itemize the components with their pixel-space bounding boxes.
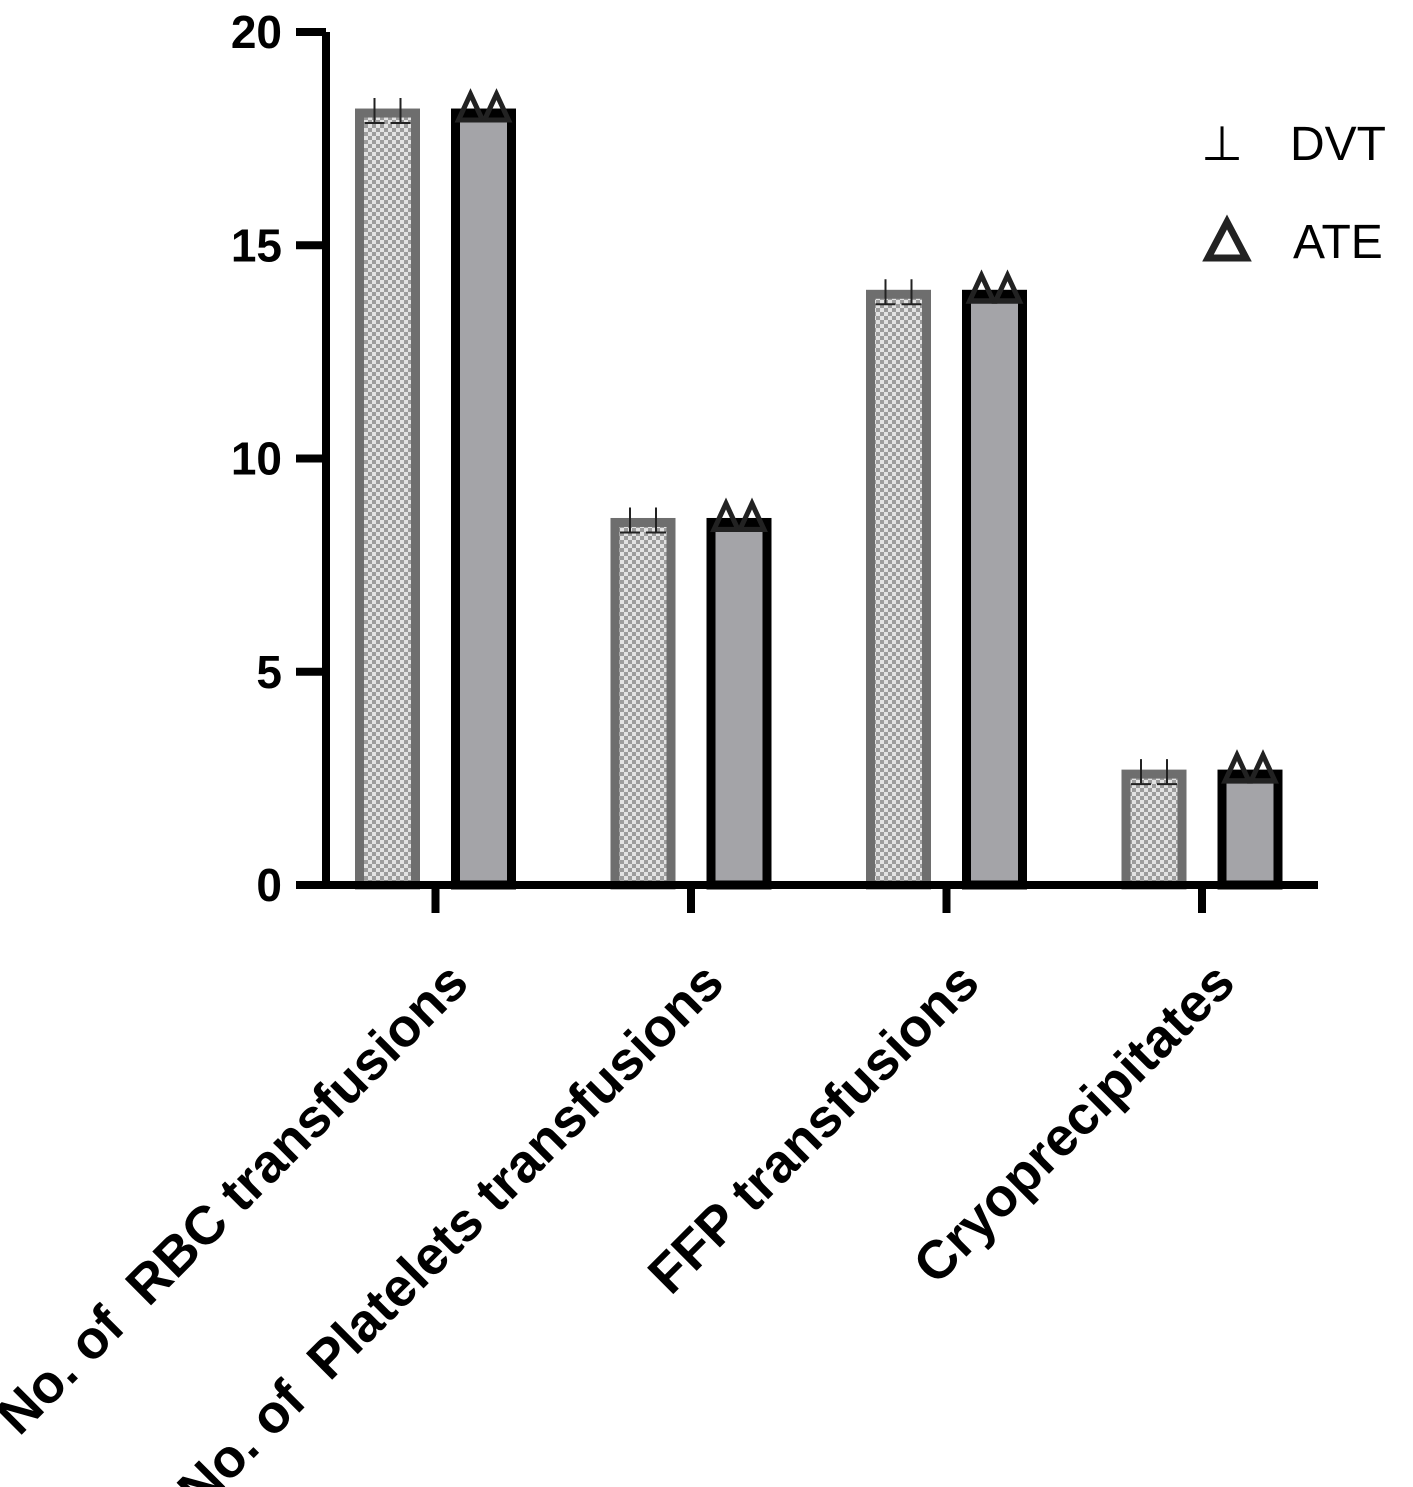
bar-ate [962,289,1027,890]
y-tick-label: 20 [231,6,282,58]
y-tick-label: 0 [256,859,282,911]
y-tick-label: 15 [231,219,282,271]
bars-layer [355,88,1283,890]
ate-point-marker [736,497,768,532]
ate-point-marker [1247,749,1279,784]
ate-point-marker [454,88,487,123]
ate-point-marker [965,269,998,304]
y-tick-label: 5 [256,646,282,698]
ate-point-marker [1221,749,1253,784]
dvt-point-marker [1131,759,1151,786]
dvt-point-marker [1157,759,1177,786]
legend-dvt-label: DVT [1290,118,1386,171]
bar-dvt [1121,769,1187,890]
dvt-point-marker [646,507,666,534]
dvt-point-marker [390,98,411,125]
bar-dvt [610,517,676,890]
y-tick-label: 10 [231,433,282,485]
dvt-point-marker [875,279,896,306]
legend-ate-marker [1202,214,1252,262]
y-tick-layer: 0 5 10 15 20 [231,6,326,911]
dvt-point-marker [364,98,385,125]
legend: ⊥ DVT ATE [1201,118,1386,269]
ate-point-marker [480,88,513,123]
legend-ate-label: ATE [1293,216,1383,269]
category-label: No. of RBC transfusions [0,952,479,1446]
bar-ate [451,108,516,890]
dvt-point-marker [901,279,922,306]
bar-ate [706,517,772,890]
bar-ate [1217,769,1283,890]
ate-point-marker [991,269,1024,304]
bar-dvt [866,289,931,890]
dvt-point-marker [620,507,640,534]
legend-dvt-marker: ⊥ [1201,118,1243,171]
axes-layer [296,32,1318,889]
bar-dvt [355,108,420,890]
ate-point-marker [710,497,742,532]
